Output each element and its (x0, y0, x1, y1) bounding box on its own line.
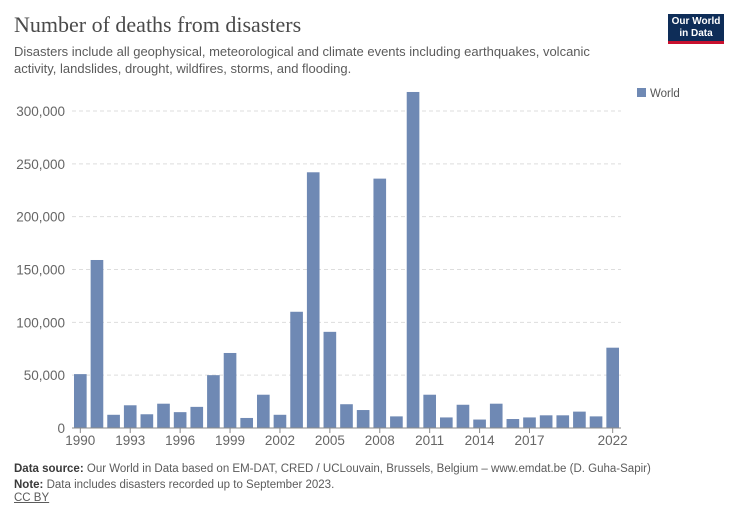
bar-2018 (539, 415, 553, 428)
x-tick-label: 2022 (598, 433, 628, 448)
data-source: Data source: Our World in Data based on … (14, 463, 651, 475)
legend-label: World (650, 88, 680, 100)
bar-2003 (290, 311, 303, 428)
bar-2008 (373, 178, 387, 428)
bar-2015 (489, 403, 503, 428)
logo-line-1: Our World (671, 16, 721, 27)
bar-1994 (140, 414, 154, 428)
bar-1992 (107, 414, 120, 428)
bar-1995 (157, 403, 170, 428)
bar-2013 (456, 404, 470, 428)
bar-2016 (506, 419, 520, 428)
y-tick-label: 200,000 (16, 210, 65, 225)
bar-1998 (207, 375, 220, 428)
bar-2006 (340, 404, 353, 428)
license-link[interactable]: CC BY (14, 492, 50, 504)
chart-subtitle: Disasters include all geophysical, meteo… (14, 44, 590, 76)
bar-2009 (390, 416, 403, 428)
bar-1999 (223, 352, 237, 428)
bar-2004 (306, 172, 320, 428)
bar-2020 (573, 411, 586, 428)
bar-1990 (73, 374, 87, 428)
x-tick-label: 2002 (265, 433, 295, 448)
y-tick-label: 0 (57, 421, 65, 436)
bar-2012 (439, 417, 453, 428)
y-tick-label: 150,000 (16, 263, 65, 278)
logo-line-2: in Data (679, 28, 713, 39)
bar-2000 (240, 417, 254, 428)
bar-1991 (90, 259, 104, 428)
bar-2017 (523, 417, 536, 428)
x-tick-label: 2017 (514, 433, 544, 448)
x-tick-label: 1996 (165, 433, 195, 448)
bar-2005 (323, 331, 337, 428)
legend-swatch (637, 88, 646, 97)
data-source-text: Our World in Data based on EM-DAT, CRED … (86, 463, 651, 475)
bar-2011 (423, 394, 437, 428)
data-note: Note: Data includes disasters recorded u… (14, 479, 334, 491)
data-note-label: Note: (14, 479, 44, 491)
data-note-text: Data includes disasters recorded up to S… (46, 479, 335, 491)
bar-1996 (173, 412, 187, 428)
x-tick-label: 2005 (315, 433, 345, 448)
y-tick-label: 100,000 (16, 315, 65, 330)
y-tick-label: 300,000 (16, 104, 65, 119)
x-tick-label: 1999 (215, 433, 245, 448)
owid-logo[interactable]: Our World in Data (668, 14, 724, 44)
data-source-label: Data source: (14, 463, 84, 475)
bar-1993 (123, 405, 137, 428)
bar-2001 (256, 394, 270, 428)
bar-2014 (473, 419, 486, 428)
y-tick-label: 250,000 (16, 157, 65, 172)
bar-2021 (589, 416, 603, 428)
x-tick-label: 1993 (115, 433, 145, 448)
bar-2007 (356, 410, 370, 428)
bar-1997 (190, 406, 204, 428)
bar-2002 (273, 414, 287, 428)
y-tick-label: 50,000 (24, 368, 65, 383)
bar-2022 (606, 347, 620, 428)
x-tick-label: 2011 (415, 433, 444, 448)
chart-title: Number of deaths from disasters (14, 12, 302, 37)
x-tick-label: 2008 (365, 433, 395, 448)
x-tick-label: 1990 (65, 433, 95, 448)
bar-2010 (406, 91, 420, 428)
bar-2019 (556, 415, 570, 428)
x-tick-label: 2014 (465, 433, 496, 448)
